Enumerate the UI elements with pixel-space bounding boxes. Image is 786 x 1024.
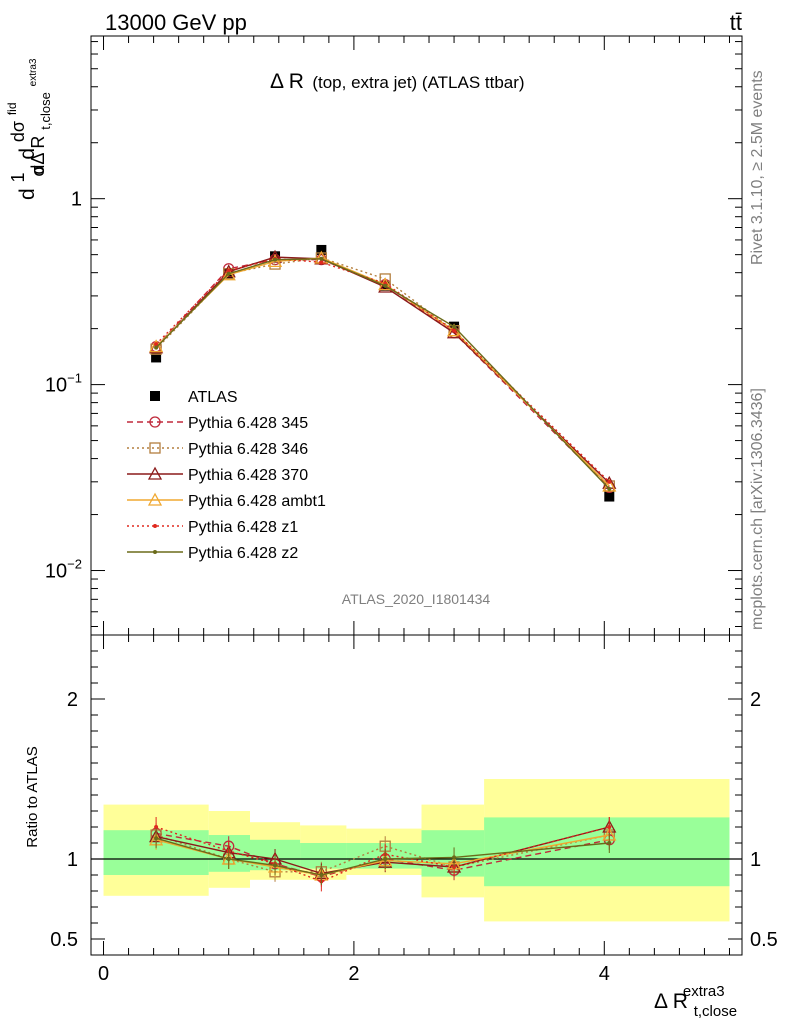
ratio-series-5 (154, 828, 612, 885)
ylabel-dsigma: dσ (8, 121, 28, 142)
main-panel: 110−110−2 (45, 35, 743, 636)
main-point (151, 352, 162, 363)
legend-marker (153, 524, 157, 528)
legend-label: Pythia 6.428 370 (188, 467, 308, 484)
energy-label: 13000 GeV pp (105, 10, 247, 35)
main-title: Δ R (top, extra jet) (ATLAS ttbar) (270, 70, 525, 93)
ratio-y-tick-label-right-2: 2 (750, 689, 761, 711)
main-point (316, 244, 327, 255)
main-point (273, 257, 278, 262)
ratio-point (607, 841, 612, 845)
x-tick-label-2: 4 (599, 963, 610, 985)
main-point (383, 283, 388, 288)
xlabel-sup: extra3 (683, 983, 725, 1000)
tick-exponent: −2 (67, 557, 82, 572)
legend-label: Pythia 6.428 345 (188, 415, 308, 432)
main-title-symbol: Δ R (270, 70, 304, 93)
legend-item-3: Pythia 6.428 370 (127, 466, 308, 484)
process-label: tt̄ (730, 10, 742, 35)
main-point (446, 325, 462, 339)
ratio-band-inner (484, 817, 730, 887)
tick-base: 10 (45, 375, 67, 397)
ratio-band-inner (421, 830, 485, 877)
main-y-tick-label-2: 10−2 (45, 557, 82, 583)
ratio-y-axis-label: Ratio to ATLAS (24, 746, 41, 847)
main-y-axis-label: d 1 σ d dσ fid dΔ R t,close extra3 (0, 58, 55, 200)
ratio-point (273, 863, 278, 868)
legend-item-4: Pythia 6.428 ambt1 (127, 492, 326, 510)
ratio-y-tick-label-right-1: 1 (750, 849, 761, 871)
main-point (607, 486, 612, 491)
legend-marker (147, 466, 163, 480)
x-axis-label: Δ R t,close extra3 (654, 983, 743, 1021)
ratio-y-tick-label-left-2: 2 (67, 689, 78, 711)
legend-marker (149, 442, 161, 454)
x-tick-label-1: 2 (348, 963, 359, 985)
ratio-y-tick-label-right-0: 0.5 (750, 929, 778, 951)
main-point (604, 491, 615, 502)
main-title-text: (top, extra jet) (ATLAS ttbar) (312, 73, 524, 92)
xlabel-sub: t,close (694, 1003, 737, 1020)
ylabel-sup: extra3 (28, 58, 39, 86)
legend-marker (150, 391, 160, 401)
mcplots-label: mcplots.cern.ch [arXiv:1306.3436] (749, 388, 766, 630)
ylabel-d: d (16, 188, 39, 200)
main-point (226, 268, 231, 273)
main-point (319, 256, 324, 261)
main-series-6 (154, 256, 612, 491)
ratio-point (319, 873, 324, 877)
main-point (452, 328, 457, 333)
ratio-point (452, 855, 457, 860)
legend: ATLAS Pythia 6.428 345 Pythia 6.428 346 Pyt… (127, 389, 326, 562)
ratio-y-tick-label-left-1: 1 (67, 849, 78, 871)
tick-base: 1 (71, 189, 82, 211)
legend-marker (153, 550, 157, 554)
legend-item-2: Pythia 6.428 346 (127, 441, 308, 458)
ylabel-fid: fid (5, 102, 19, 115)
main-point (154, 345, 159, 350)
ratio-point (226, 857, 231, 861)
ratio-point (383, 857, 388, 861)
main-point (149, 339, 164, 353)
main-point (452, 324, 457, 329)
ratio-panel: 0.5 0.5 1 1 2 2 0 2 4 (50, 634, 778, 985)
xlabel-main: Δ R (654, 990, 688, 1013)
ratio-point (154, 836, 159, 841)
main-point (319, 260, 324, 265)
main-point (221, 264, 236, 278)
tick-base: 10 (45, 561, 67, 583)
ratio-point (607, 825, 612, 829)
main-point (226, 271, 231, 276)
analysis-label: ATLAS_2020_I1801434 (342, 591, 491, 607)
x-tick-label-0: 0 (98, 963, 109, 985)
main-point (221, 267, 236, 281)
ylabel-ddeltar: dΔ R (28, 136, 48, 175)
legend-label: Pythia 6.428 346 (188, 441, 308, 458)
legend-item-0: ATLAS (150, 389, 238, 406)
ylabel-one: 1 (8, 172, 28, 182)
ratio-band-inner (300, 843, 347, 869)
ylabel-d2: d (16, 148, 39, 160)
main-y-tick-label-0: 1 (71, 189, 82, 211)
legend-item-5: Pythia 6.428 z1 (127, 519, 298, 536)
ratio-y-tick-label-left-0: 0.5 (50, 929, 78, 951)
legend-label: Pythia 6.428 ambt1 (188, 493, 326, 510)
rivet-label: Rivet 3.1.10, ≥ 2.5M events (749, 70, 766, 265)
legend-marker (149, 416, 161, 428)
ylabel-sigma: σ (28, 166, 48, 177)
legend-label: ATLAS (188, 389, 238, 406)
tick-exponent: −1 (67, 371, 82, 386)
ylabel-sub: t,close (38, 92, 53, 130)
main-y-tick-label-1: 10−1 (45, 371, 82, 397)
legend-item-1: Pythia 6.428 345 (127, 415, 308, 432)
main-point (154, 342, 159, 347)
ratio-point (154, 825, 159, 829)
legend-item-6: Pythia 6.428 z2 (127, 545, 298, 562)
legend-label: Pythia 6.428 z1 (188, 519, 298, 536)
legend-marker (147, 492, 163, 506)
main-point (607, 479, 612, 484)
legend-label: Pythia 6.428 z2 (188, 545, 298, 562)
